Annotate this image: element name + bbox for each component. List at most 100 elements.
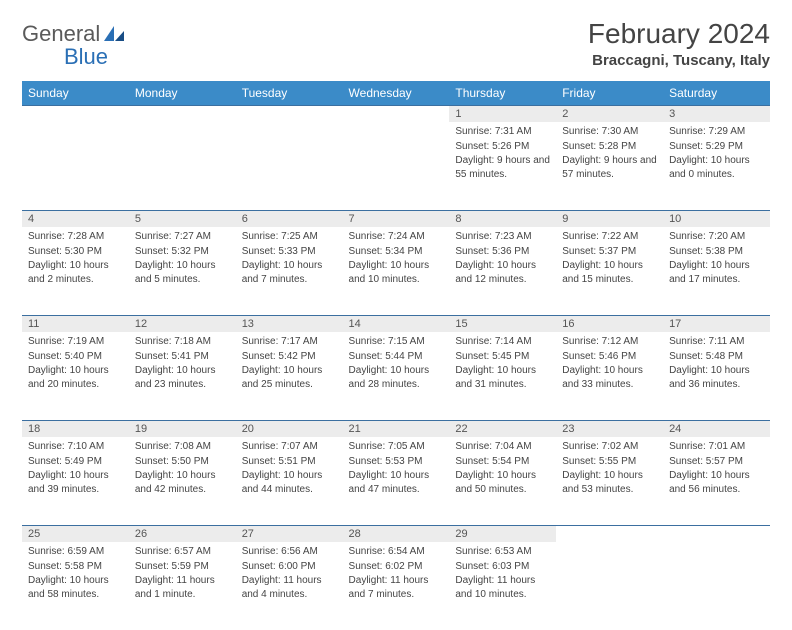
daylight-text: Daylight: 10 hours and 58 minutes. [28,574,123,601]
day-data: Sunrise: 7:05 AMSunset: 5:53 PMDaylight:… [343,437,450,503]
day-data: Sunrise: 7:31 AMSunset: 5:26 PMDaylight:… [449,122,556,188]
daylight-text: Daylight: 10 hours and 0 minutes. [669,154,764,181]
day-number-cell: 5 [129,210,236,227]
day-number: 2 [556,105,663,122]
sunset-text: Sunset: 5:32 PM [135,245,230,259]
daylight-text: Daylight: 9 hours and 55 minutes. [455,154,550,181]
day-data: Sunrise: 7:12 AMSunset: 5:46 PMDaylight:… [556,332,663,398]
daylight-text: Daylight: 10 hours and 2 minutes. [28,259,123,286]
day-data: Sunrise: 6:53 AMSunset: 6:03 PMDaylight:… [449,542,556,608]
calendar-week-daynum-row: 45678910 [22,210,770,227]
calendar-week-daynum-row: 123 [22,105,770,122]
daylight-text: Daylight: 10 hours and 50 minutes. [455,469,550,496]
day-number-cell: 3 [663,105,770,122]
sunset-text: Sunset: 6:00 PM [242,560,337,574]
day-number-cell: 23 [556,420,663,437]
daylight-text: Daylight: 11 hours and 1 minute. [135,574,230,601]
day-number-cell [343,105,450,122]
day-number [236,105,343,122]
calendar-table: Sunday Monday Tuesday Wednesday Thursday… [22,81,770,630]
sunset-text: Sunset: 5:50 PM [135,455,230,469]
day-number-cell: 1 [449,105,556,122]
sunrise-text: Sunrise: 7:14 AM [455,335,550,349]
day-number [343,105,450,122]
day-number: 10 [663,210,770,227]
day-data-cell: Sunrise: 7:10 AMSunset: 5:49 PMDaylight:… [22,437,129,525]
day-number-cell: 19 [129,420,236,437]
day-data: Sunrise: 7:08 AMSunset: 5:50 PMDaylight:… [129,437,236,503]
sunrise-text: Sunrise: 7:10 AM [28,440,123,454]
day-data-cell: Sunrise: 6:59 AMSunset: 5:58 PMDaylight:… [22,542,129,630]
daylight-text: Daylight: 10 hours and 17 minutes. [669,259,764,286]
day-data: Sunrise: 7:24 AMSunset: 5:34 PMDaylight:… [343,227,450,293]
day-data: Sunrise: 7:11 AMSunset: 5:48 PMDaylight:… [663,332,770,398]
day-number: 24 [663,420,770,437]
weekday-header: Monday [129,81,236,105]
day-number-cell: 6 [236,210,343,227]
day-data-cell: Sunrise: 7:11 AMSunset: 5:48 PMDaylight:… [663,332,770,420]
day-data: Sunrise: 7:23 AMSunset: 5:36 PMDaylight:… [449,227,556,293]
weekday-header: Wednesday [343,81,450,105]
calendar-week-data-row: Sunrise: 7:31 AMSunset: 5:26 PMDaylight:… [22,122,770,210]
sunset-text: Sunset: 5:30 PM [28,245,123,259]
sunset-text: Sunset: 5:26 PM [455,140,550,154]
sunrise-text: Sunrise: 7:08 AM [135,440,230,454]
sunrise-text: Sunrise: 7:11 AM [669,335,764,349]
day-number: 14 [343,315,450,332]
day-number: 18 [22,420,129,437]
day-number-cell: 29 [449,525,556,542]
day-number: 22 [449,420,556,437]
day-data: Sunrise: 7:17 AMSunset: 5:42 PMDaylight:… [236,332,343,398]
sunset-text: Sunset: 5:44 PM [349,350,444,364]
daylight-text: Daylight: 10 hours and 23 minutes. [135,364,230,391]
daylight-text: Daylight: 9 hours and 57 minutes. [562,154,657,181]
day-data: Sunrise: 7:30 AMSunset: 5:28 PMDaylight:… [556,122,663,188]
daylight-text: Daylight: 10 hours and 44 minutes. [242,469,337,496]
sunrise-text: Sunrise: 6:54 AM [349,545,444,559]
daylight-text: Daylight: 11 hours and 7 minutes. [349,574,444,601]
day-number: 12 [129,315,236,332]
location-label: Braccagni, Tuscany, Italy [588,52,770,69]
weekday-header: Tuesday [236,81,343,105]
day-number: 4 [22,210,129,227]
day-number: 3 [663,105,770,122]
sunset-text: Sunset: 5:42 PM [242,350,337,364]
day-number [22,105,129,122]
sunset-text: Sunset: 5:33 PM [242,245,337,259]
day-data: Sunrise: 7:20 AMSunset: 5:38 PMDaylight:… [663,227,770,293]
day-data: Sunrise: 6:56 AMSunset: 6:00 PMDaylight:… [236,542,343,608]
day-number-cell [129,105,236,122]
title-block: February 2024 Braccagni, Tuscany, Italy [588,18,770,69]
calendar-week-data-row: Sunrise: 7:10 AMSunset: 5:49 PMDaylight:… [22,437,770,525]
sunset-text: Sunset: 5:45 PM [455,350,550,364]
day-data-cell: Sunrise: 7:07 AMSunset: 5:51 PMDaylight:… [236,437,343,525]
daylight-text: Daylight: 10 hours and 36 minutes. [669,364,764,391]
day-number-cell: 22 [449,420,556,437]
sunset-text: Sunset: 5:59 PM [135,560,230,574]
day-number: 23 [556,420,663,437]
sunrise-text: Sunrise: 7:01 AM [669,440,764,454]
daylight-text: Daylight: 10 hours and 7 minutes. [242,259,337,286]
day-number-cell [556,525,663,542]
sunset-text: Sunset: 5:38 PM [669,245,764,259]
day-data-cell: Sunrise: 7:23 AMSunset: 5:36 PMDaylight:… [449,227,556,315]
day-number: 13 [236,315,343,332]
sunset-text: Sunset: 5:58 PM [28,560,123,574]
sunset-text: Sunset: 6:03 PM [455,560,550,574]
day-number: 7 [343,210,450,227]
sunrise-text: Sunrise: 7:18 AM [135,335,230,349]
sunrise-text: Sunrise: 7:12 AM [562,335,657,349]
day-number-cell: 17 [663,315,770,332]
calendar-week-data-row: Sunrise: 7:19 AMSunset: 5:40 PMDaylight:… [22,332,770,420]
day-number: 15 [449,315,556,332]
day-number: 8 [449,210,556,227]
calendar-week-daynum-row: 18192021222324 [22,420,770,437]
daylight-text: Daylight: 10 hours and 28 minutes. [349,364,444,391]
day-data-cell [22,122,129,210]
day-number-cell: 12 [129,315,236,332]
day-data-cell: Sunrise: 7:24 AMSunset: 5:34 PMDaylight:… [343,227,450,315]
day-number: 20 [236,420,343,437]
daylight-text: Daylight: 10 hours and 47 minutes. [349,469,444,496]
daylight-text: Daylight: 11 hours and 4 minutes. [242,574,337,601]
day-number: 11 [22,315,129,332]
